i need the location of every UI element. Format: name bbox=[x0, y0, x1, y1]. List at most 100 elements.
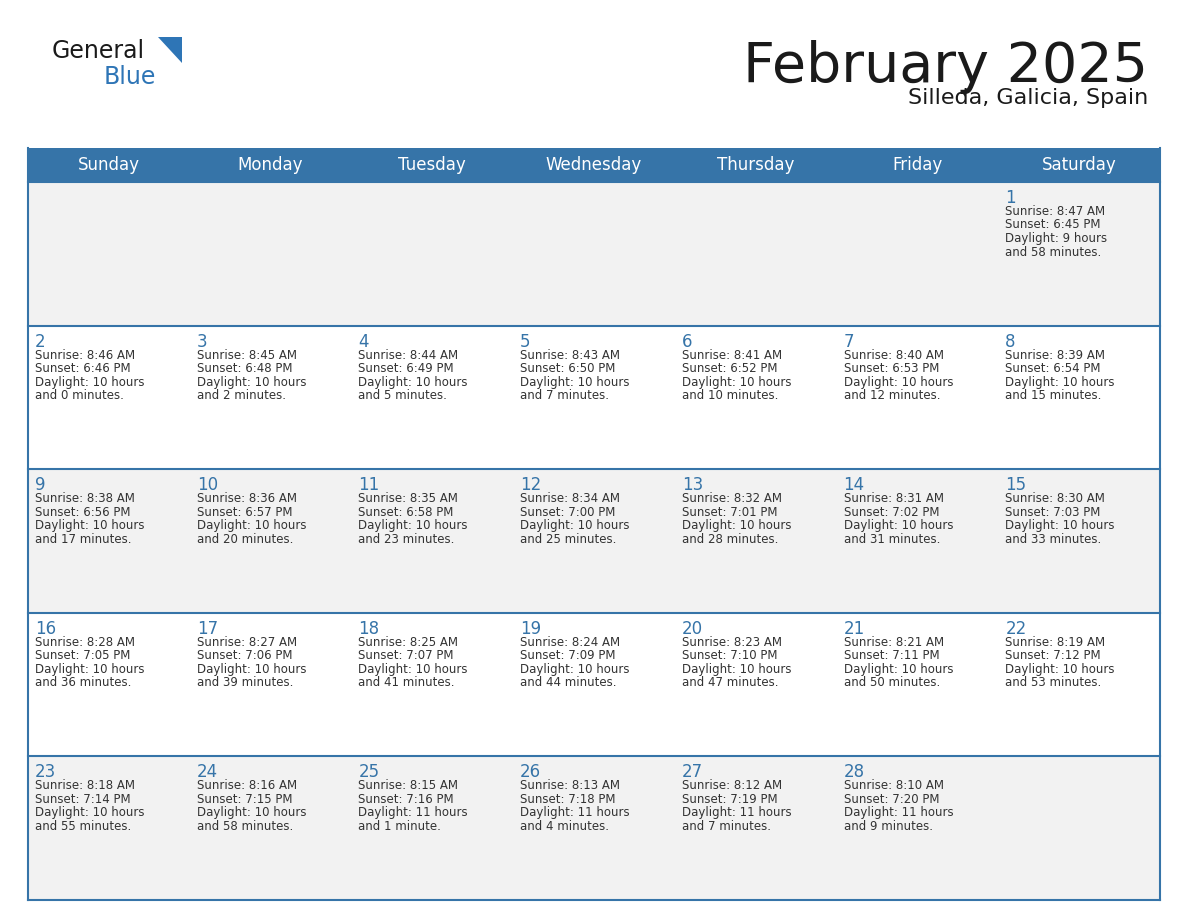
Text: and 25 minutes.: and 25 minutes. bbox=[520, 532, 617, 545]
Text: Daylight: 10 hours: Daylight: 10 hours bbox=[1005, 663, 1114, 676]
Text: Tuesday: Tuesday bbox=[398, 156, 466, 174]
Text: and 53 minutes.: and 53 minutes. bbox=[1005, 677, 1101, 689]
Text: and 12 minutes.: and 12 minutes. bbox=[843, 389, 940, 402]
Text: Daylight: 10 hours: Daylight: 10 hours bbox=[197, 663, 307, 676]
Text: Sunrise: 8:31 AM: Sunrise: 8:31 AM bbox=[843, 492, 943, 505]
Text: and 20 minutes.: and 20 minutes. bbox=[197, 532, 293, 545]
Text: 19: 19 bbox=[520, 620, 542, 638]
Text: 21: 21 bbox=[843, 620, 865, 638]
Text: Sunrise: 8:43 AM: Sunrise: 8:43 AM bbox=[520, 349, 620, 362]
Text: and 50 minutes.: and 50 minutes. bbox=[843, 677, 940, 689]
Text: and 23 minutes.: and 23 minutes. bbox=[359, 532, 455, 545]
Text: Monday: Monday bbox=[238, 156, 303, 174]
Text: Sunset: 6:56 PM: Sunset: 6:56 PM bbox=[34, 506, 131, 519]
Text: and 1 minute.: and 1 minute. bbox=[359, 820, 441, 833]
Text: 11: 11 bbox=[359, 476, 380, 494]
Text: 12: 12 bbox=[520, 476, 542, 494]
Text: Daylight: 10 hours: Daylight: 10 hours bbox=[520, 375, 630, 388]
Text: Daylight: 10 hours: Daylight: 10 hours bbox=[359, 520, 468, 532]
Text: 20: 20 bbox=[682, 620, 703, 638]
Text: February 2025: February 2025 bbox=[742, 40, 1148, 94]
Text: and 15 minutes.: and 15 minutes. bbox=[1005, 389, 1101, 402]
Text: and 41 minutes.: and 41 minutes. bbox=[359, 677, 455, 689]
Text: Sunrise: 8:25 AM: Sunrise: 8:25 AM bbox=[359, 636, 459, 649]
Text: Sunset: 7:01 PM: Sunset: 7:01 PM bbox=[682, 506, 777, 519]
Text: Sunset: 6:53 PM: Sunset: 6:53 PM bbox=[843, 362, 939, 375]
Text: Wednesday: Wednesday bbox=[545, 156, 643, 174]
Text: 1: 1 bbox=[1005, 189, 1016, 207]
Bar bbox=[29, 326, 1159, 469]
Text: Daylight: 10 hours: Daylight: 10 hours bbox=[34, 663, 145, 676]
Text: Daylight: 11 hours: Daylight: 11 hours bbox=[520, 806, 630, 820]
Text: Sunset: 7:15 PM: Sunset: 7:15 PM bbox=[197, 793, 292, 806]
Text: Sunrise: 8:27 AM: Sunrise: 8:27 AM bbox=[197, 636, 297, 649]
Text: Daylight: 10 hours: Daylight: 10 hours bbox=[34, 375, 145, 388]
Text: and 7 minutes.: and 7 minutes. bbox=[520, 389, 609, 402]
Text: Daylight: 10 hours: Daylight: 10 hours bbox=[34, 806, 145, 820]
Text: Sunrise: 8:41 AM: Sunrise: 8:41 AM bbox=[682, 349, 782, 362]
Text: Sunset: 6:58 PM: Sunset: 6:58 PM bbox=[359, 506, 454, 519]
Text: Sunday: Sunday bbox=[78, 156, 140, 174]
Text: Sunrise: 8:36 AM: Sunrise: 8:36 AM bbox=[197, 492, 297, 505]
Text: Sunrise: 8:44 AM: Sunrise: 8:44 AM bbox=[359, 349, 459, 362]
Text: Daylight: 10 hours: Daylight: 10 hours bbox=[1005, 375, 1114, 388]
Text: 15: 15 bbox=[1005, 476, 1026, 494]
Text: Sunrise: 8:32 AM: Sunrise: 8:32 AM bbox=[682, 492, 782, 505]
Polygon shape bbox=[158, 37, 182, 63]
Text: and 47 minutes.: and 47 minutes. bbox=[682, 677, 778, 689]
Text: Sunrise: 8:12 AM: Sunrise: 8:12 AM bbox=[682, 779, 782, 792]
Text: 8: 8 bbox=[1005, 332, 1016, 351]
Text: 14: 14 bbox=[843, 476, 865, 494]
Bar bbox=[29, 613, 1159, 756]
Text: Daylight: 10 hours: Daylight: 10 hours bbox=[843, 520, 953, 532]
Text: Sunset: 7:12 PM: Sunset: 7:12 PM bbox=[1005, 649, 1101, 662]
Text: Sunrise: 8:19 AM: Sunrise: 8:19 AM bbox=[1005, 636, 1105, 649]
Text: Sunset: 7:14 PM: Sunset: 7:14 PM bbox=[34, 793, 131, 806]
Text: Sunset: 7:18 PM: Sunset: 7:18 PM bbox=[520, 793, 615, 806]
Text: Daylight: 10 hours: Daylight: 10 hours bbox=[682, 375, 791, 388]
Text: Sunset: 7:10 PM: Sunset: 7:10 PM bbox=[682, 649, 777, 662]
Text: Sunset: 6:49 PM: Sunset: 6:49 PM bbox=[359, 362, 454, 375]
Text: 18: 18 bbox=[359, 620, 379, 638]
Text: Sunrise: 8:13 AM: Sunrise: 8:13 AM bbox=[520, 779, 620, 792]
Text: Sunrise: 8:45 AM: Sunrise: 8:45 AM bbox=[197, 349, 297, 362]
Text: Daylight: 10 hours: Daylight: 10 hours bbox=[34, 520, 145, 532]
Bar bbox=[29, 756, 1159, 900]
Text: Daylight: 10 hours: Daylight: 10 hours bbox=[520, 663, 630, 676]
Text: and 28 minutes.: and 28 minutes. bbox=[682, 532, 778, 545]
Text: Sunset: 7:03 PM: Sunset: 7:03 PM bbox=[1005, 506, 1100, 519]
Text: and 0 minutes.: and 0 minutes. bbox=[34, 389, 124, 402]
Text: and 2 minutes.: and 2 minutes. bbox=[197, 389, 286, 402]
Text: Daylight: 10 hours: Daylight: 10 hours bbox=[197, 806, 307, 820]
Text: Daylight: 10 hours: Daylight: 10 hours bbox=[359, 375, 468, 388]
Text: and 33 minutes.: and 33 minutes. bbox=[1005, 532, 1101, 545]
Text: Sunset: 7:16 PM: Sunset: 7:16 PM bbox=[359, 793, 454, 806]
Text: Sunset: 7:02 PM: Sunset: 7:02 PM bbox=[843, 506, 939, 519]
Text: and 31 minutes.: and 31 minutes. bbox=[843, 532, 940, 545]
Text: Daylight: 11 hours: Daylight: 11 hours bbox=[682, 806, 791, 820]
Text: and 36 minutes.: and 36 minutes. bbox=[34, 677, 132, 689]
Text: Daylight: 10 hours: Daylight: 10 hours bbox=[197, 375, 307, 388]
Text: Sunset: 7:05 PM: Sunset: 7:05 PM bbox=[34, 649, 131, 662]
Text: Friday: Friday bbox=[892, 156, 942, 174]
Text: Saturday: Saturday bbox=[1042, 156, 1117, 174]
Text: Daylight: 10 hours: Daylight: 10 hours bbox=[359, 663, 468, 676]
Text: and 17 minutes.: and 17 minutes. bbox=[34, 532, 132, 545]
Text: 25: 25 bbox=[359, 764, 379, 781]
Text: Sunrise: 8:47 AM: Sunrise: 8:47 AM bbox=[1005, 205, 1105, 218]
Text: 27: 27 bbox=[682, 764, 703, 781]
Text: Sunset: 7:11 PM: Sunset: 7:11 PM bbox=[843, 649, 940, 662]
Text: and 44 minutes.: and 44 minutes. bbox=[520, 677, 617, 689]
Text: Daylight: 10 hours: Daylight: 10 hours bbox=[520, 520, 630, 532]
Text: 3: 3 bbox=[197, 332, 208, 351]
Text: Daylight: 10 hours: Daylight: 10 hours bbox=[843, 663, 953, 676]
Text: Sunset: 7:19 PM: Sunset: 7:19 PM bbox=[682, 793, 777, 806]
Text: Sunrise: 8:15 AM: Sunrise: 8:15 AM bbox=[359, 779, 459, 792]
Text: and 4 minutes.: and 4 minutes. bbox=[520, 820, 609, 833]
Text: 22: 22 bbox=[1005, 620, 1026, 638]
Text: General: General bbox=[52, 39, 145, 63]
Text: 16: 16 bbox=[34, 620, 56, 638]
Text: 13: 13 bbox=[682, 476, 703, 494]
Text: Daylight: 10 hours: Daylight: 10 hours bbox=[682, 520, 791, 532]
Text: Daylight: 11 hours: Daylight: 11 hours bbox=[359, 806, 468, 820]
